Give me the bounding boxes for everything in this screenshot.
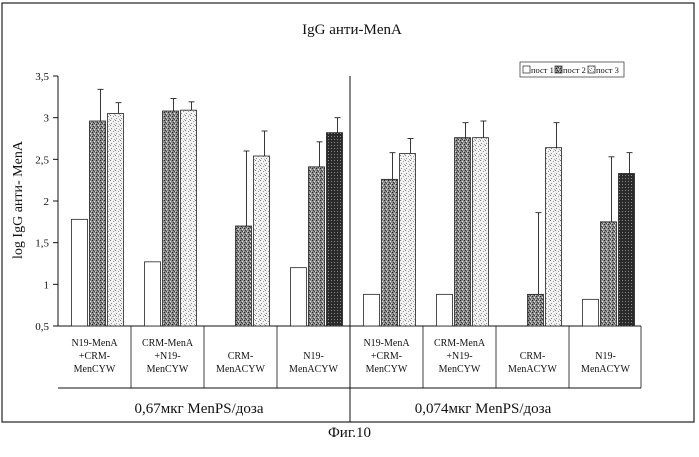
legend-label-1: пост 1	[531, 65, 554, 75]
category-label: +N19-	[446, 351, 472, 362]
y-tick-label: 2	[44, 196, 50, 208]
legend-swatch-3	[588, 66, 595, 73]
legend-swatch-1	[523, 66, 530, 73]
bar-2-cat-4	[309, 167, 325, 326]
category-label: +N19-	[154, 351, 180, 362]
category-label: MenCYW	[147, 364, 189, 375]
bar-3-cat-4	[327, 133, 343, 326]
category-label: +CRM-	[79, 351, 110, 362]
bar-2-cat-1	[90, 121, 106, 326]
y-ticks: 0,5 1 1,5 2 2,5 3 3,5	[35, 71, 58, 333]
chart-title: IgG анти-MenA	[302, 22, 402, 38]
bar-1-cat-8	[583, 299, 599, 326]
bar-3-cat-8	[619, 174, 635, 327]
bar-2-cat-3	[236, 226, 252, 326]
y-tick-label: 1,5	[35, 238, 49, 250]
bar-2-cat-7	[528, 294, 544, 326]
bar-3-cat-2	[181, 110, 197, 326]
category-label: MenACYW	[289, 364, 338, 375]
bar-1-cat-1	[72, 219, 88, 326]
category-label: CRM-	[228, 351, 254, 362]
category-label: MenACYW	[216, 364, 265, 375]
y-tick-label: 3,5	[35, 71, 49, 83]
y-tick-label: 0,5	[35, 321, 49, 333]
bar-2-cat-8	[601, 222, 617, 326]
bar-3-cat-6	[473, 138, 489, 326]
bar-3-cat-3	[254, 156, 270, 326]
category-label: MenACYW	[508, 364, 557, 375]
group-label-1: 0,67мкг MenPS/доза	[135, 401, 264, 417]
y-tick-label: 3	[44, 113, 50, 125]
bar-3-cat-7	[546, 148, 562, 326]
category-label: MenCYW	[366, 364, 408, 375]
chart-figure: IgG анти-MenA log IgG анти- MenA пост 1 …	[0, 0, 699, 457]
bars	[72, 89, 635, 326]
category-label: CRM-MenA	[142, 338, 194, 349]
bar-2-cat-5	[382, 179, 398, 326]
category-label: MenCYW	[74, 364, 116, 375]
bar-2-cat-6	[455, 138, 471, 326]
category-label: MenACYW	[581, 364, 630, 375]
category-label: +CRM-	[371, 351, 402, 362]
bar-1-cat-6	[437, 294, 453, 326]
category-label: CRM-MenA	[434, 338, 486, 349]
bar-2-cat-2	[163, 111, 179, 326]
category-label: N19-	[303, 351, 324, 362]
category-label: N19-MenA	[71, 338, 118, 349]
category-label: N19-	[595, 351, 616, 362]
group-label-2: 0,074мкг MenPS/доза	[415, 401, 552, 417]
category-label: N19-MenA	[363, 338, 410, 349]
y-tick-label: 2,5	[35, 154, 49, 166]
legend-swatch-2	[555, 66, 562, 73]
bar-1-cat-5	[364, 294, 380, 326]
legend: пост 1 пост 2 пост 3	[520, 62, 624, 77]
figure-caption: Фиг.10	[0, 425, 699, 442]
category-label: MenCYW	[439, 364, 481, 375]
y-axis-label: log IgG анти- MenA	[11, 140, 26, 259]
y-tick-label: 1	[44, 279, 50, 291]
legend-label-2: пост 2	[563, 65, 586, 75]
bar-3-cat-5	[400, 154, 416, 327]
legend-label-3: пост 3	[596, 65, 619, 75]
bar-1-cat-4	[291, 268, 307, 326]
bar-3-cat-1	[108, 114, 124, 327]
category-label: CRM-	[520, 351, 546, 362]
bar-1-cat-2	[145, 262, 161, 326]
